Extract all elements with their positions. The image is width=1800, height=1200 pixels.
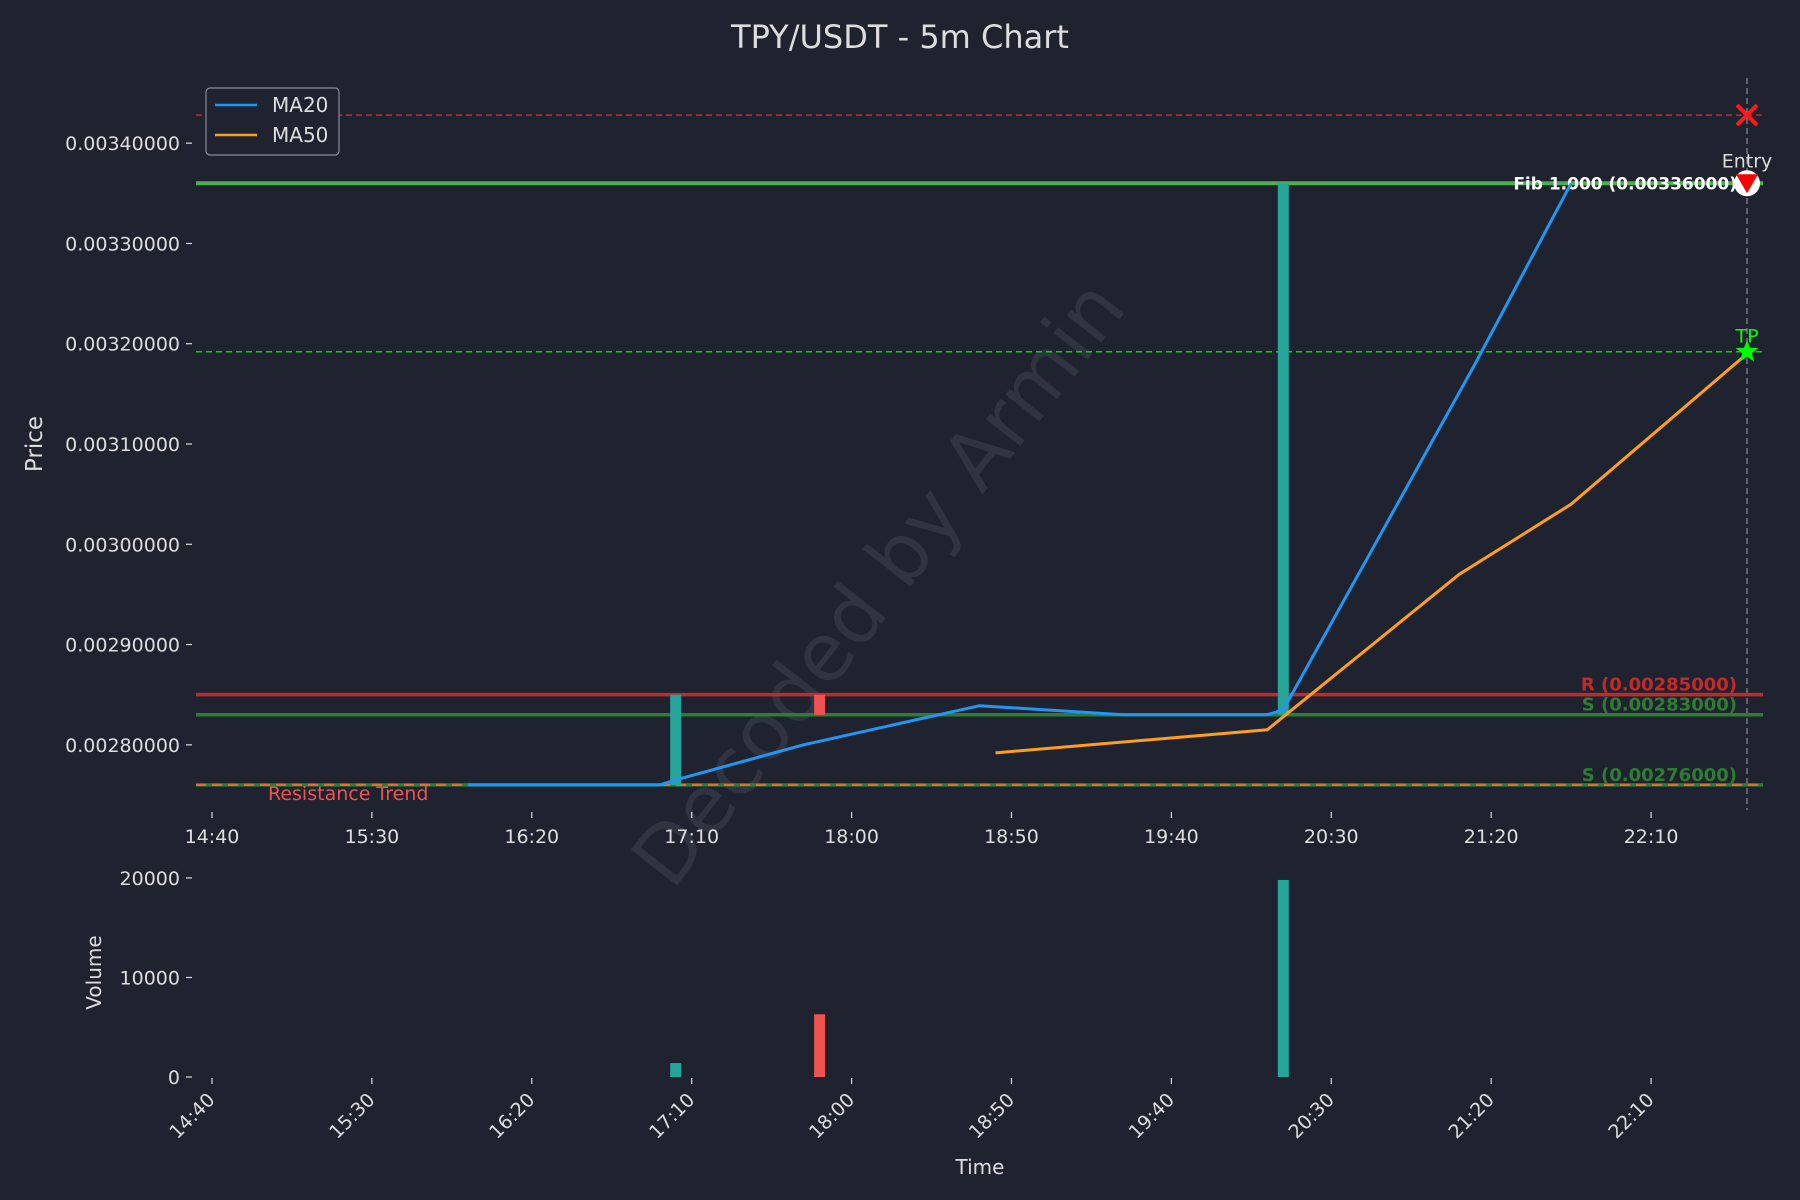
series-line-ma50 <box>995 352 1748 755</box>
candle-bull <box>670 694 682 785</box>
entry-label: Entry <box>1722 150 1773 172</box>
price-y-tick-label: 0.00280000 <box>65 735 180 757</box>
price-y-tick-label: 0.00290000 <box>65 635 180 657</box>
legend-ma20-label: MA20 <box>272 93 328 117</box>
legend-ma50-label: MA50 <box>272 123 328 147</box>
level-label-support: S (0.00283000) <box>1582 695 1737 716</box>
candle-bull <box>1277 183 1289 715</box>
series-line-ma20 <box>467 182 1573 787</box>
take-profit-label: TP <box>1734 326 1758 348</box>
price-x-tick-label: 21:20 <box>1464 826 1519 848</box>
volume-y-axis-label: Volume <box>82 935 106 1009</box>
volume-y-tick-label: 20000 <box>120 868 180 890</box>
price-x-tick-label: 18:50 <box>984 826 1039 848</box>
candle-bear <box>814 694 826 715</box>
entry-marker <box>1736 174 1759 194</box>
price-y-tick-label: 0.00330000 <box>65 233 180 255</box>
price-y-tick-label: 0.00300000 <box>65 534 180 556</box>
volume-x-axis-label: Time <box>955 1155 1005 1179</box>
price-x-tick-label: 20:30 <box>1304 826 1359 848</box>
price-x-tick-label: 17:10 <box>664 826 719 848</box>
volume-bar <box>670 1063 682 1077</box>
volume-bar <box>1277 879 1289 1077</box>
level-label-support: S (0.00276000) <box>1582 765 1737 786</box>
fib-level-label: Fib 1.000 (0.00336000) <box>1513 174 1737 194</box>
take-profit-marker <box>1735 339 1759 362</box>
resistance-trend-label: Resistance Trend <box>268 783 428 805</box>
price-x-tick-label: 19:40 <box>1144 826 1199 848</box>
price-y-axis-label: Price <box>22 416 48 472</box>
stop-loss-marker <box>1735 103 1759 127</box>
level-label-resistance: R (0.00285000) <box>1581 675 1737 696</box>
price-x-tick-label: 15:30 <box>345 826 400 848</box>
price-x-tick-label: 22:10 <box>1624 826 1679 848</box>
price-x-tick-label: 16:20 <box>504 826 559 848</box>
price-y-tick-label: 0.00310000 <box>65 434 180 456</box>
volume-y-tick-label: 0 <box>168 1067 180 1089</box>
legend: MA20 MA50 <box>205 87 340 156</box>
price-y-tick-label: 0.00340000 <box>65 133 180 155</box>
chart-title: TPY/USDT - 5m Chart <box>730 18 1069 56</box>
price-x-tick-label: 14:40 <box>185 826 240 848</box>
price-panel: 0.00280000 0.00290000 0.00300000 0.00310000… <box>22 78 1772 848</box>
price-y-tick-label: 0.00320000 <box>65 334 180 356</box>
price-x-tick-label: 18:00 <box>824 826 879 848</box>
volume-bar <box>814 1014 826 1077</box>
volume-y-tick-label: 10000 <box>120 967 180 989</box>
